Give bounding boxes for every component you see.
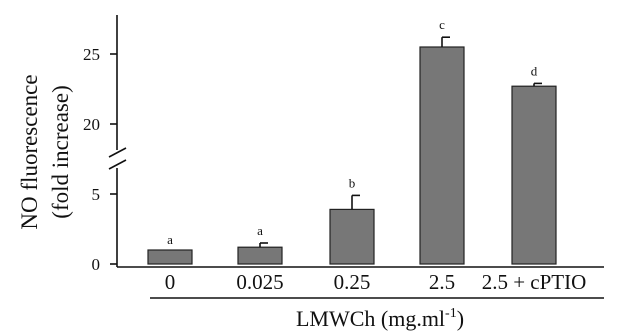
x-tick-label-3: 2.5 xyxy=(429,270,455,294)
axis-break-mark-bottom xyxy=(108,159,127,170)
x-tick-labels: 0 0.025 0.25 2.5 2.5 + cPTIO xyxy=(165,270,587,294)
y-tick-label-25: 25 xyxy=(83,45,100,64)
x-tick-label-1: 0.025 xyxy=(236,270,283,294)
significance-label-3: c xyxy=(439,17,445,32)
bar-3 xyxy=(419,46,465,265)
y-ticks: 0 5 20 25 xyxy=(83,45,117,274)
y-tick-label-5: 5 xyxy=(92,185,101,204)
bar-1 xyxy=(237,246,283,265)
bar-0 xyxy=(147,249,193,265)
bars-group: a a b c d xyxy=(147,17,557,265)
y-tick-label-20: 20 xyxy=(83,115,100,134)
bar-2 xyxy=(329,208,375,265)
x-tick-label-0: 0 xyxy=(165,270,176,294)
significance-label-1: a xyxy=(257,223,263,238)
x-tick-label-4: 2.5 + cPTIO xyxy=(482,270,587,294)
x-axis-label-main: LMWCh (mg.ml xyxy=(296,306,445,331)
y-axis-label-line1: NO fluorescence xyxy=(17,74,42,229)
x-axis-label-sup: -1 xyxy=(445,306,457,321)
y-axis-label-line2: (fold increase) xyxy=(48,85,73,218)
y-tick-label-0: 0 xyxy=(92,255,101,274)
significance-label-2: b xyxy=(349,175,356,190)
bar-4 xyxy=(511,85,557,265)
x-axis-label-close: ) xyxy=(457,306,464,331)
significance-label-4: d xyxy=(531,63,538,78)
axis-break-mark-top xyxy=(108,147,127,158)
x-tick-label-2: 0.25 xyxy=(334,270,371,294)
significance-label-0: a xyxy=(167,232,173,247)
x-axis-label: LMWCh (mg.ml-1) xyxy=(296,306,464,331)
